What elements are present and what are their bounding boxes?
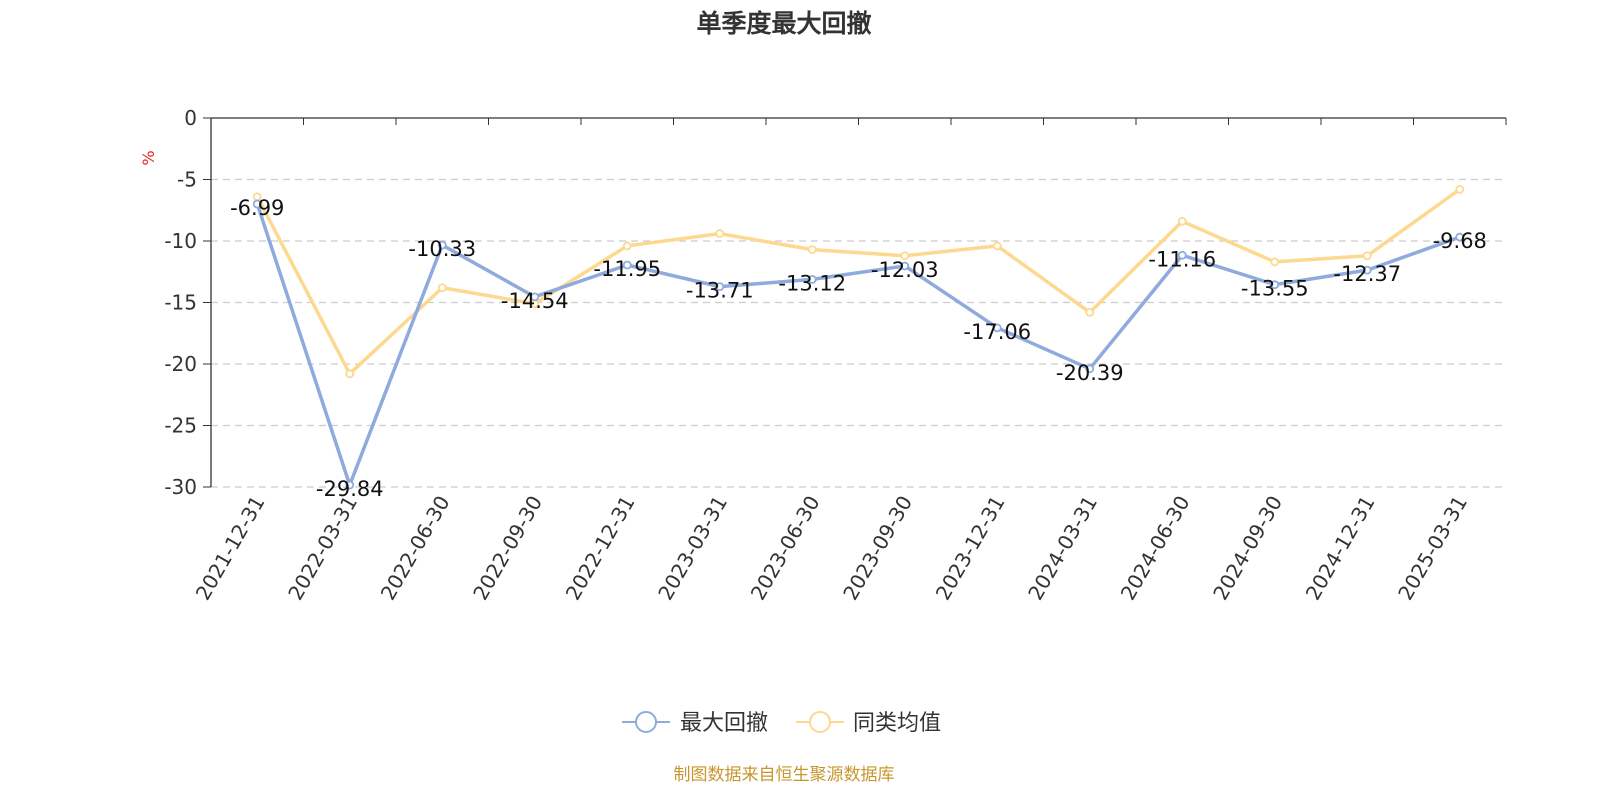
data-point[interactable] <box>807 274 817 284</box>
data-point[interactable] <box>1362 265 1372 275</box>
data-point[interactable] <box>1177 216 1187 226</box>
x-tick-label: 2025-03-31 <box>1393 492 1472 605</box>
legend-label[interactable]: 同类均值 <box>853 711 941 736</box>
data-point[interactable] <box>345 480 355 490</box>
data-label: -6.99 <box>230 196 284 220</box>
x-tick-label: 2024-06-30 <box>1116 492 1195 605</box>
data-point[interactable] <box>715 282 725 292</box>
data-label: -14.54 <box>501 289 569 313</box>
x-tick-label: 2022-09-30 <box>468 492 547 605</box>
data-label: -17.06 <box>963 320 1031 344</box>
data-point[interactable] <box>622 241 632 251</box>
chart-title: 单季度最大回撤 <box>696 9 871 38</box>
data-label: -12.37 <box>1333 262 1401 286</box>
x-tick-label: 2023-12-31 <box>931 492 1010 605</box>
legend-label[interactable]: 最大回撤 <box>680 711 768 736</box>
y-tick-label: -10 <box>164 229 197 253</box>
data-point[interactable] <box>345 369 355 379</box>
x-tick-label: 2024-09-30 <box>1208 492 1287 605</box>
x-tick-label: 2024-03-31 <box>1023 492 1102 605</box>
data-point[interactable] <box>530 292 540 302</box>
data-point[interactable] <box>992 323 1002 333</box>
data-point[interactable] <box>807 245 817 255</box>
y-tick-label: -15 <box>164 291 197 315</box>
data-label: -9.68 <box>1433 229 1487 253</box>
y-tick-label: -30 <box>164 475 197 499</box>
x-tick-label: 2022-06-30 <box>376 492 455 605</box>
data-point[interactable] <box>992 241 1002 251</box>
series-line-1 <box>255 187 1461 376</box>
data-point[interactable] <box>252 199 262 209</box>
data-point[interactable] <box>1085 307 1095 317</box>
y-tick-label: -5 <box>177 168 197 192</box>
data-point[interactable] <box>1455 232 1465 242</box>
data-point[interactable] <box>1270 257 1280 267</box>
data-point[interactable] <box>437 240 447 250</box>
x-tick-label: 2024-12-31 <box>1301 492 1380 605</box>
x-tick-label: 2023-03-31 <box>653 492 732 605</box>
y-tick-label: 0 <box>184 106 197 130</box>
x-tick-label: 2022-03-31 <box>283 492 362 605</box>
data-point[interactable] <box>1362 251 1372 261</box>
source-note: 制图数据来自恒生聚源数据库 <box>674 765 895 785</box>
data-point[interactable] <box>437 283 447 293</box>
data-label: -11.16 <box>1148 247 1216 271</box>
data-label: -13.12 <box>778 271 846 295</box>
data-point[interactable] <box>1455 184 1465 194</box>
y-axis-unit: % <box>139 150 158 165</box>
data-point[interactable] <box>1270 280 1280 290</box>
data-label: -20.39 <box>1056 361 1124 385</box>
data-point[interactable] <box>1177 250 1187 260</box>
x-tick-label: 2023-06-30 <box>746 492 825 605</box>
data-point[interactable] <box>1085 364 1095 374</box>
data-point[interactable] <box>715 229 725 239</box>
x-tick-label: 2022-12-31 <box>561 492 640 605</box>
data-label: -13.71 <box>686 279 754 303</box>
series-line-0 <box>255 203 1461 487</box>
legend-marker[interactable] <box>809 711 831 733</box>
y-tick-label: -25 <box>164 414 197 438</box>
data-point[interactable] <box>900 251 910 261</box>
x-tick-label: 2023-09-30 <box>838 492 917 605</box>
data-point[interactable] <box>622 260 632 270</box>
data-label: -13.55 <box>1241 277 1309 301</box>
legend-marker[interactable] <box>635 711 657 733</box>
data-label: -11.95 <box>593 257 661 281</box>
y-tick-label: -20 <box>164 352 197 376</box>
data-point[interactable] <box>900 261 910 271</box>
x-tick-label: 2021-12-31 <box>191 492 270 605</box>
data-label: -10.33 <box>408 237 476 261</box>
data-label: -12.03 <box>871 258 939 282</box>
data-label: -29.84 <box>316 477 384 501</box>
